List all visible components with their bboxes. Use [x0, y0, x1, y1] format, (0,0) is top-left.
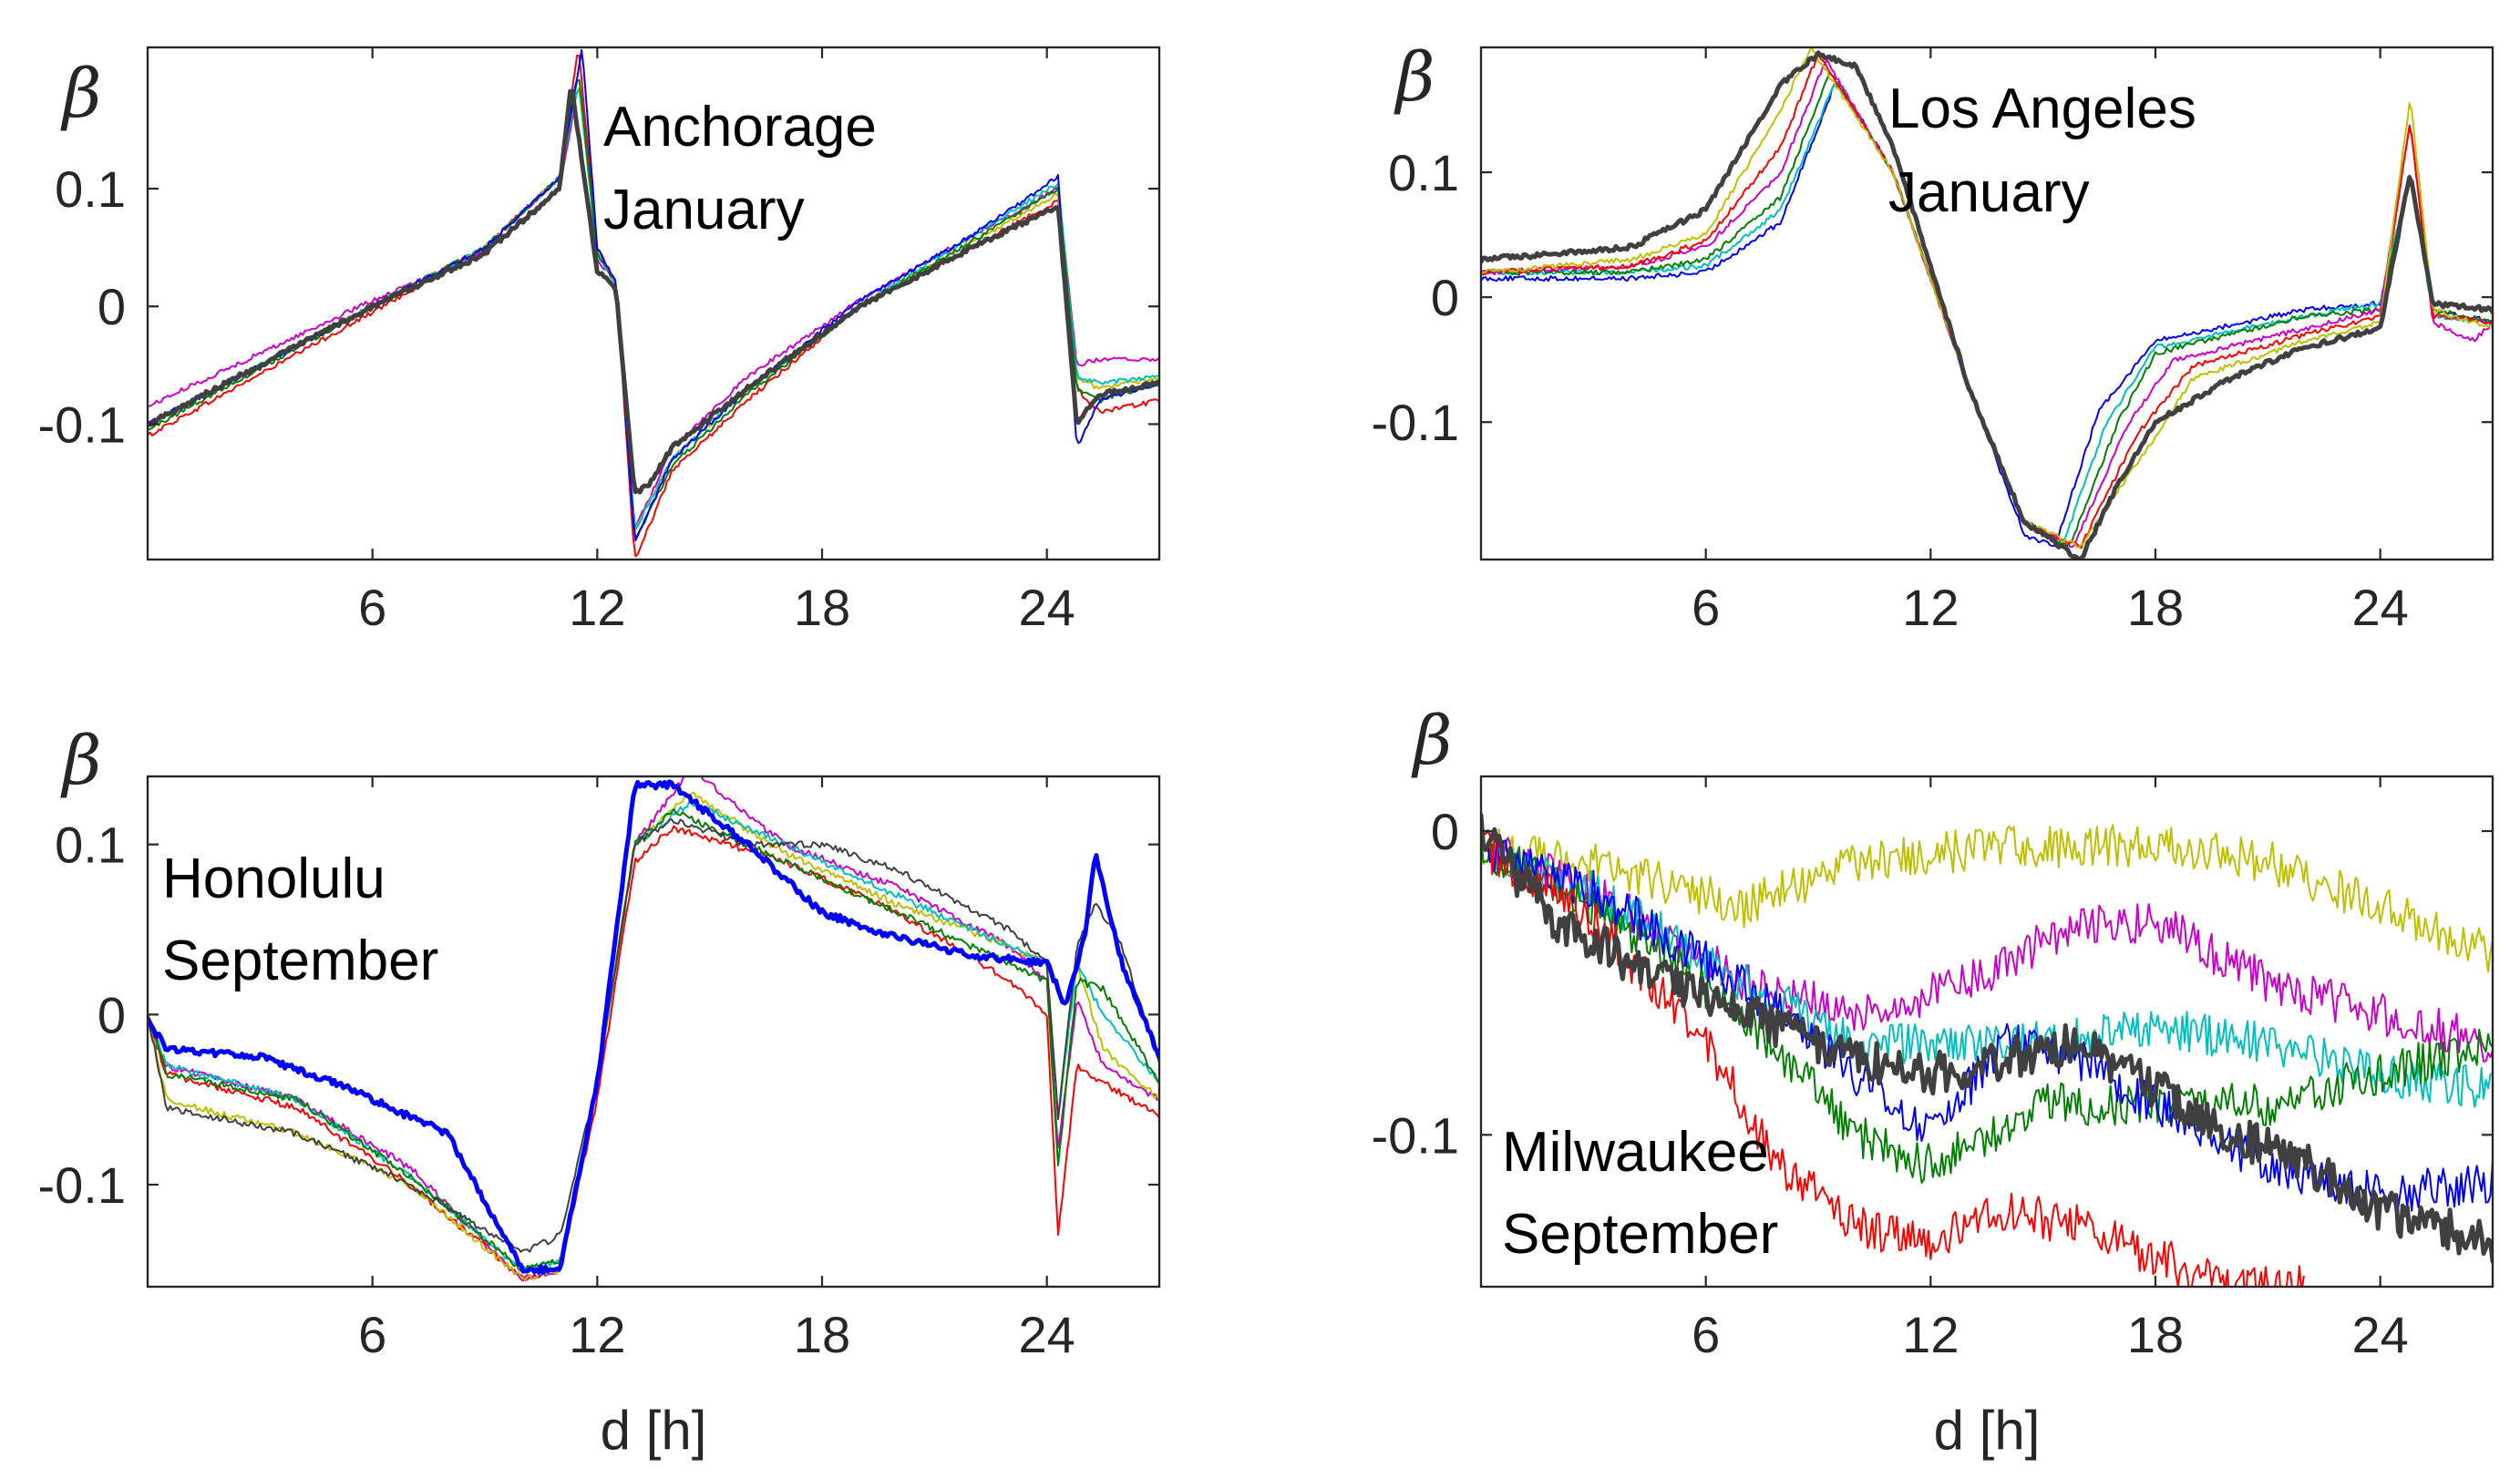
ticks-layer: 6 12 18 24 0.1 0 -0.1 [1372, 47, 2493, 636]
y-axis-label: β [60, 722, 102, 800]
x-tick-label: 12 [569, 579, 625, 636]
x-tick-label: 24 [1019, 1306, 1075, 1363]
series-layer [1481, 47, 2493, 560]
annotation-line-2: January [1888, 161, 2090, 224]
y-tick-label: 0 [98, 278, 126, 335]
series-line-yellow [1481, 824, 2493, 973]
y-tick-label: -0.1 [1372, 394, 1460, 451]
x-tick-label: 6 [1692, 1306, 1720, 1363]
series-line-dark [148, 818, 1159, 1253]
x-tick-label: 18 [794, 1306, 850, 1363]
axes-box [1479, 46, 2494, 561]
annotation-line-2: September [162, 930, 438, 992]
x-tick-label: 12 [1902, 1306, 1959, 1363]
annotation-line-2: January [603, 179, 805, 241]
panel-los-angeles: 6 12 18 24 0.1 0 -0.1 β Los Angeles January [1372, 38, 2494, 636]
y-tick-label: 0.1 [55, 817, 126, 874]
ticks-layer: 6 12 18 24 0.1 0 -0.1 [38, 47, 1159, 636]
x-tick-label: 18 [2127, 1306, 2184, 1363]
x-tick-label: 24 [2352, 579, 2409, 636]
series-layer [1481, 812, 2493, 1287]
series-line-magenta [148, 105, 1159, 530]
y-tick-label: 0.1 [55, 160, 126, 218]
y-axis-label: β [1411, 702, 1453, 780]
axes-box [146, 46, 1161, 561]
y-axis-label: β [1394, 38, 1435, 117]
annotation-line-1: Los Angeles [1888, 77, 2196, 140]
y-tick-label: 0 [1431, 269, 1459, 326]
series-layer [148, 49, 1159, 558]
series-line-red [148, 825, 1159, 1281]
series-line-dark [148, 88, 1159, 495]
y-tick-label: -0.1 [1372, 1106, 1460, 1164]
series-line-blue [148, 779, 1159, 1275]
x-tick-label: 24 [2352, 1306, 2409, 1363]
axes-box [1479, 46, 2494, 561]
panel-milwaukee: 6 12 18 24 0 -0.1 β Milwaukee September d [h] [1372, 702, 2494, 1461]
annotation-line-1: Anchorage [603, 96, 877, 159]
x-tick-label: 18 [2127, 579, 2184, 636]
x-tick-label: 18 [794, 579, 850, 636]
x-axis-label: d [h] [601, 1400, 707, 1461]
y-tick-label: -0.1 [38, 1156, 127, 1214]
x-tick-label: 6 [1692, 579, 1720, 636]
axes-box [146, 775, 1161, 1289]
axes-box [1479, 775, 2494, 1289]
y-tick-label: -0.1 [38, 395, 127, 453]
series-layer [148, 776, 1159, 1282]
y-tick-label: 0 [98, 986, 126, 1043]
annotation-line-1: Honolulu [162, 847, 386, 910]
x-tick-label: 6 [358, 579, 386, 636]
axes-box [146, 775, 1161, 1289]
series-line-green [1481, 831, 2493, 1184]
panel-anchorage: 6 12 18 24 0.1 0 -0.1 β Anchorage January [38, 46, 1161, 636]
annotation-line-2: September [1502, 1203, 1778, 1266]
x-tick-label: 12 [569, 1306, 625, 1363]
series-line-magenta [148, 776, 1159, 1282]
y-axis-label: β [60, 55, 102, 133]
ticks-layer: 6 12 18 24 0 -0.1 [1372, 776, 2493, 1363]
x-tick-label: 12 [1902, 579, 1959, 636]
series-line-dark [1481, 812, 2493, 1264]
series-line-dark [1481, 50, 2493, 560]
panel-honolulu: 6 12 18 24 0.1 0 -0.1 β Honolulu September d [… [38, 722, 1161, 1461]
annotation-line-1: Milwaukee [1502, 1121, 1769, 1184]
y-tick-label: 0.1 [1388, 144, 1459, 201]
x-tick-label: 6 [358, 1306, 386, 1363]
x-axis-label: d [h] [1934, 1400, 2041, 1461]
x-tick-label: 24 [1019, 579, 1075, 636]
y-tick-label: 0 [1431, 803, 1459, 860]
series-line-blue [1481, 830, 2493, 1214]
ticks-layer: 6 12 18 24 0.1 0 -0.1 [38, 776, 1159, 1363]
